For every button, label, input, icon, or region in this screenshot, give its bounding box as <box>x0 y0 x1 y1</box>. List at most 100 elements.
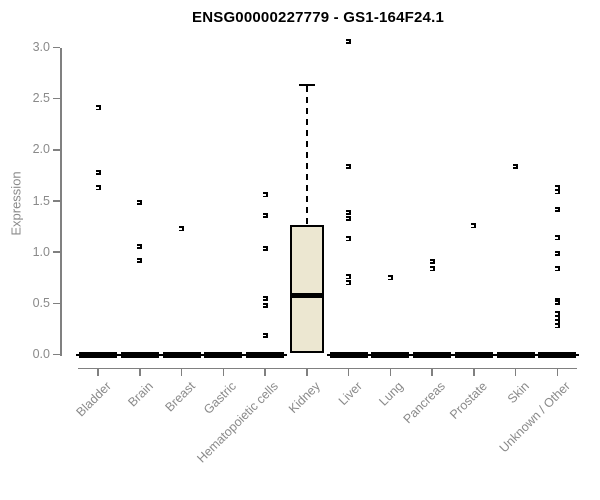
outlier-marker-slit <box>554 325 558 327</box>
x-tick <box>180 368 183 376</box>
outlier-marker-slit <box>346 238 350 240</box>
outlier-marker <box>554 311 560 317</box>
zero-bar <box>538 351 577 358</box>
outlier-marker <box>346 163 352 169</box>
outlier-marker <box>137 257 143 263</box>
outlier-marker-slit <box>262 334 266 337</box>
outlier-marker-slit <box>262 304 266 307</box>
outlier-marker-slit <box>554 321 558 323</box>
zero-bar <box>413 351 452 358</box>
outlier-marker-slit <box>554 191 558 193</box>
outlier-marker-slit <box>262 297 266 300</box>
y-tick <box>53 46 60 49</box>
outlier-marker <box>95 105 101 111</box>
outlier-marker <box>346 215 352 221</box>
x-tick <box>264 368 266 376</box>
x-tick <box>389 368 392 376</box>
outlier-marker <box>554 299 560 305</box>
x-tick <box>222 368 225 376</box>
outlier-marker-slit <box>554 268 558 270</box>
box-kidney <box>289 224 324 354</box>
outlier-marker <box>554 235 560 241</box>
x-tick <box>97 368 99 376</box>
upper-whisker <box>305 86 308 225</box>
outlier-marker <box>554 319 560 325</box>
outlier-marker <box>554 250 560 256</box>
outlier-marker-slit <box>262 214 266 217</box>
outlier-marker <box>346 236 352 242</box>
outlier-marker <box>554 206 560 212</box>
outlier-marker-slit <box>179 228 183 230</box>
outlier-marker <box>554 185 560 191</box>
outlier-marker-slit <box>346 276 350 278</box>
zero-bar <box>162 351 201 358</box>
y-tick <box>53 200 60 202</box>
outlier-marker <box>554 323 560 329</box>
outlier-marker-slit <box>95 187 99 189</box>
outlier-marker-slit <box>554 252 558 255</box>
y-tick <box>53 97 60 100</box>
outlier-marker <box>554 189 560 195</box>
outlier-marker-slit <box>554 208 558 211</box>
outlier-marker-slit <box>554 317 558 319</box>
outlier-marker-slit <box>554 301 558 304</box>
x-tick <box>431 368 433 376</box>
y-tick-label: 1.0 <box>32 244 50 259</box>
outlier-marker <box>346 274 352 280</box>
outlier-marker <box>346 38 352 44</box>
median-line <box>291 292 322 298</box>
zero-bar <box>246 351 285 358</box>
x-tick <box>306 368 308 376</box>
outlier-marker <box>95 185 101 191</box>
outlier-marker-slit <box>95 171 99 174</box>
x-tick <box>556 368 559 376</box>
x-axis-line <box>78 368 577 370</box>
outlier-marker <box>262 302 268 308</box>
y-tick-label: 0.5 <box>32 295 50 310</box>
outlier-marker <box>554 266 560 272</box>
outlier-marker-slit <box>346 282 350 284</box>
y-tick <box>53 353 60 356</box>
outlier-marker-slit <box>137 245 141 248</box>
y-tick <box>53 302 60 305</box>
zero-bar <box>454 351 493 358</box>
y-tick-label: 2.0 <box>32 142 50 157</box>
outlier-marker-slit <box>346 40 350 43</box>
outlier-marker-slit <box>429 260 433 263</box>
outlier-marker <box>513 163 519 169</box>
outlier-marker-slit <box>346 165 350 168</box>
zero-bar <box>204 351 243 358</box>
zero-bar <box>371 351 410 358</box>
outlier-marker <box>137 199 143 205</box>
outlier-marker <box>262 192 268 198</box>
outlier-marker-slit <box>554 187 558 189</box>
zero-bar <box>120 351 159 358</box>
y-axis-line <box>60 47 62 356</box>
outlier-marker <box>262 245 268 251</box>
outlier-marker <box>554 315 560 321</box>
x-tick <box>473 368 475 376</box>
outlier-marker <box>95 169 101 175</box>
x-tick <box>347 368 350 376</box>
outlier-marker <box>429 266 435 272</box>
zero-bar <box>329 351 368 358</box>
y-tick-label: 2.5 <box>32 91 50 106</box>
outlier-marker-slit <box>346 217 350 220</box>
outlier-marker <box>429 258 435 264</box>
outlier-marker-slit <box>429 268 433 270</box>
outlier-marker-slit <box>346 211 350 214</box>
outlier-marker-slit <box>471 225 475 227</box>
y-tick-label: 3.0 <box>32 40 50 54</box>
y-tick-label: 0.0 <box>32 347 50 361</box>
y-tick <box>53 251 60 253</box>
outlier-marker <box>387 275 393 281</box>
zero-bar <box>496 351 535 358</box>
chart-title: ENSG00000227779 - GS1-164F24.1 <box>192 9 444 26</box>
outlier-marker-slit <box>387 277 391 279</box>
outlier-marker <box>471 223 477 229</box>
outlier-marker <box>262 295 268 301</box>
y-tick-label: 1.5 <box>32 193 50 208</box>
outlier-marker <box>179 226 185 232</box>
zero-bar <box>79 351 117 358</box>
